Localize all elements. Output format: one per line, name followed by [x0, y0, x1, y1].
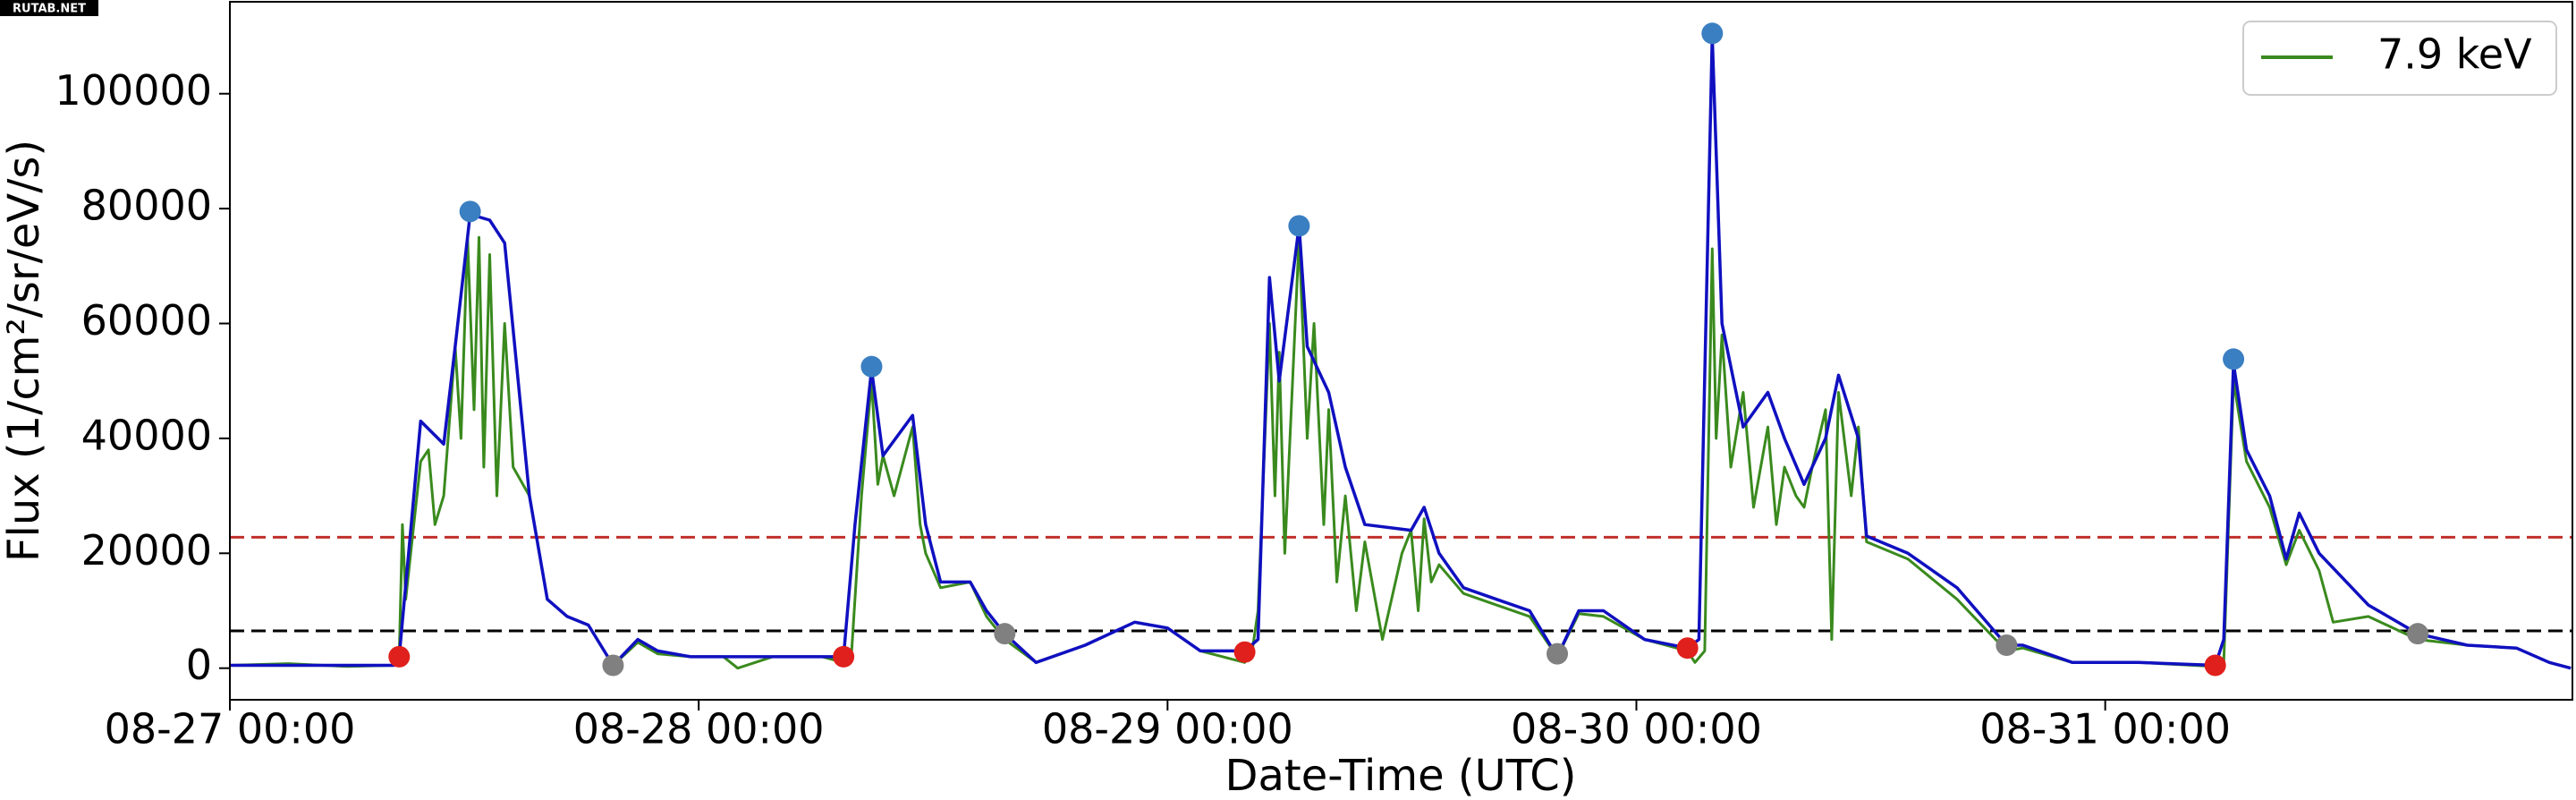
y-axis-label: Flux (1/cm²/sr/eV/s)	[0, 140, 49, 562]
event-marker	[388, 645, 411, 668]
y-tick-label: 40000	[81, 411, 212, 459]
event-marker	[860, 355, 883, 378]
y-tick-label: 0	[186, 641, 212, 689]
event-marker	[1546, 643, 1569, 665]
watermark-box	[0, 0, 98, 16]
legend-box	[2242, 21, 2557, 96]
event-marker	[459, 200, 481, 223]
event-marker	[2407, 623, 2429, 645]
y-tick-label: 100000	[55, 66, 212, 115]
x-tick-label: 08-30 00:00	[1511, 705, 1762, 753]
x-tick-label: 08-28 00:00	[573, 705, 825, 753]
event-marker	[1701, 22, 1724, 45]
x-axis-label: Date-Time (UTC)	[1225, 751, 1577, 800]
y-tick-label: 80000	[81, 182, 212, 230]
y-tick-label: 20000	[81, 526, 212, 574]
event-marker	[2204, 654, 2226, 677]
event-marker	[1233, 641, 1256, 663]
event-marker	[1288, 215, 1310, 237]
event-marker	[994, 623, 1016, 645]
x-tick-label: 08-29 00:00	[1042, 705, 1293, 753]
series-line	[229, 235, 2572, 670]
x-tick-label: 08-31 00:00	[1979, 705, 2231, 753]
event-marker	[1996, 634, 2018, 657]
plot-frame	[229, 1, 2573, 701]
event-marker	[2223, 348, 2245, 370]
series-line	[230, 34, 2572, 670]
legend-label: 7.9 keV	[2377, 30, 2532, 79]
x-tick-label: 08-27 00:00	[105, 705, 356, 753]
event-marker	[1676, 637, 1699, 660]
watermark: RUTAB.NET	[13, 3, 86, 16]
y-tick-label: 60000	[81, 296, 212, 345]
event-marker	[602, 654, 624, 677]
event-marker	[833, 645, 855, 668]
